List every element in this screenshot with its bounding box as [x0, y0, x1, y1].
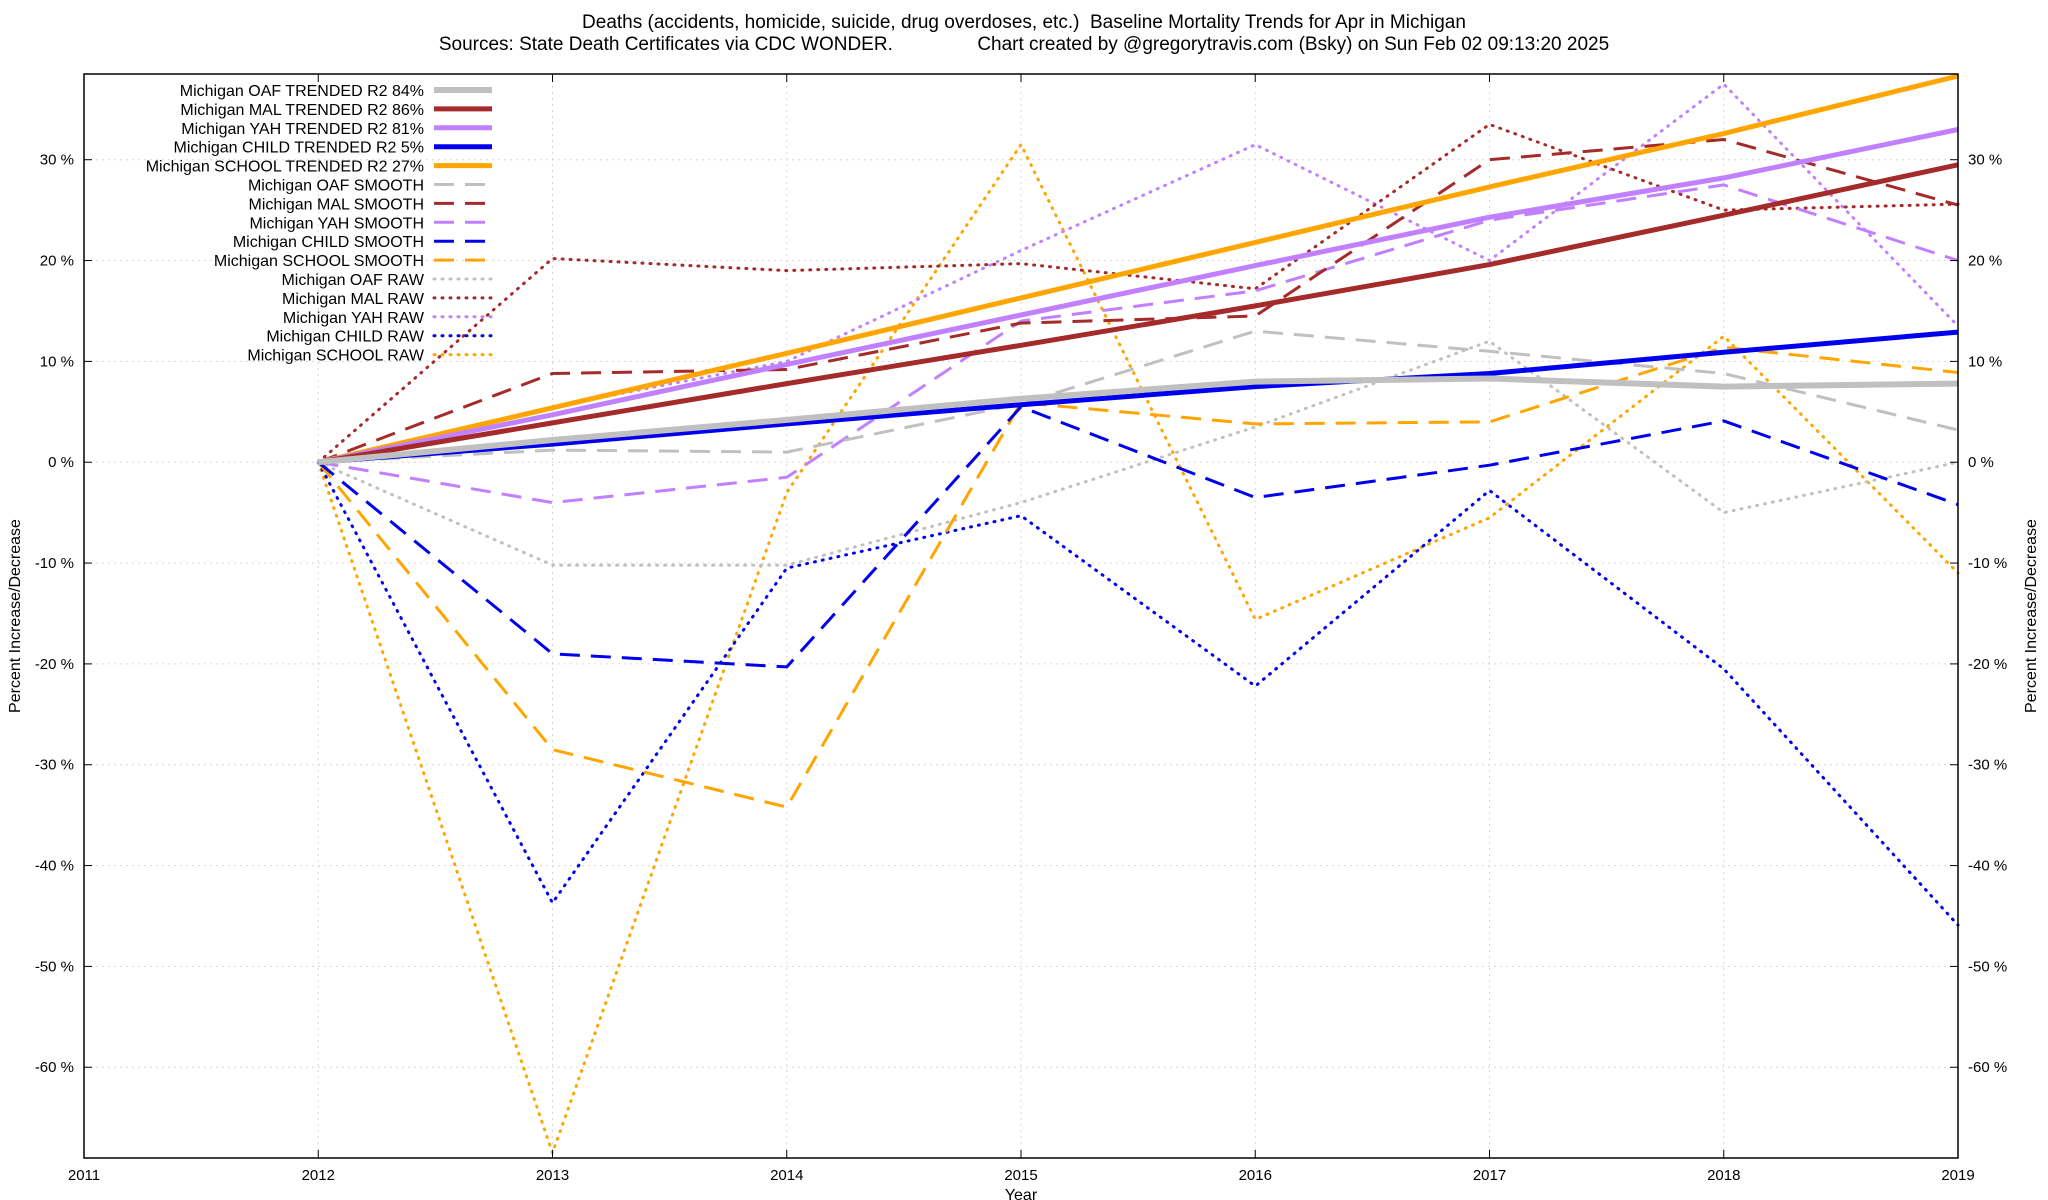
x-tick-label: 2019 — [1941, 1167, 1974, 1184]
series-line-4 — [317, 73, 1959, 465]
y2-axis-label: Percent Increase/Decrease — [2023, 519, 2040, 713]
legend-label: Michigan CHILD SMOOTH — [233, 234, 424, 251]
x-tick-label: 2016 — [1239, 1167, 1272, 1184]
series-line-0 — [318, 375, 1959, 466]
series-line-8 — [317, 405, 1959, 669]
series-line-2 — [317, 127, 1959, 465]
legend-label: Michigan SCHOOL SMOOTH — [214, 253, 424, 270]
y-tick-label: -10 % — [35, 555, 74, 572]
series-line-10 — [316, 339, 1960, 567]
legend-label: Michigan MAL RAW — [282, 291, 425, 308]
series-line-3 — [318, 329, 1959, 465]
y2-tick-label: -60 % — [1968, 1059, 2007, 1076]
chart-title: Deaths (accidents, homicide, suicide, dr… — [582, 12, 1466, 33]
y2-tick-label: -50 % — [1968, 958, 2007, 975]
legend-label: Michigan YAH RAW — [283, 310, 425, 327]
legend-label: Michigan SCHOOL RAW — [247, 348, 425, 365]
x-tick-label: 2014 — [770, 1167, 803, 1184]
legend-label: Michigan YAH TRENDED R2 81% — [181, 121, 424, 138]
y-tick-label: -50 % — [35, 958, 74, 975]
y2-tick-label: 20 % — [1968, 253, 2002, 270]
legend-label: Michigan OAF SMOOTH — [248, 178, 424, 195]
legend-label: Michigan YAH SMOOTH — [249, 215, 424, 232]
y2-tick-label: -20 % — [1968, 656, 2007, 673]
legend-label: Michigan MAL TRENDED R2 86% — [180, 102, 424, 119]
y-tick-label: -40 % — [35, 858, 74, 875]
y-tick-label: 20 % — [40, 253, 74, 270]
y-axis-label: Percent Increase/Decrease — [7, 519, 24, 713]
series-line-1 — [317, 162, 1959, 465]
legend-label: Michigan CHILD TRENDED R2 5% — [174, 140, 424, 157]
x-tick-label: 2013 — [536, 1167, 569, 1184]
legend-label: Michigan MAL SMOOTH — [249, 196, 424, 213]
legend-label: Michigan OAF TRENDED R2 84% — [180, 83, 424, 100]
x-axis-label: Year — [1005, 1187, 1038, 1200]
y2-tick-label: 30 % — [1968, 152, 2002, 169]
legend-label: Michigan OAF RAW — [281, 272, 424, 289]
y2-tick-label: -10 % — [1968, 555, 2007, 572]
series-line-14 — [316, 143, 1960, 1155]
y-tick-label: -30 % — [35, 757, 74, 774]
legend-label: Michigan CHILD RAW — [266, 329, 425, 346]
x-tick-label: 2015 — [1004, 1167, 1037, 1184]
y-tick-label: -20 % — [35, 656, 74, 673]
x-tick-label: 2017 — [1473, 1167, 1506, 1184]
grid — [83, 74, 1959, 1158]
x-tick-label: 2011 — [68, 1167, 100, 1184]
y-tick-label: 10 % — [40, 353, 74, 370]
series-line-11 — [316, 122, 1960, 464]
y2-tick-label: -40 % — [1968, 858, 2007, 875]
y2-tick-label: 10 % — [1968, 353, 2002, 370]
ticks: 2011 2012 2013 2014 2015 2016 2017 2018 2019 30 %… — [35, 74, 2007, 1184]
y-tick-label: 0 % — [48, 454, 74, 471]
y2-tick-label: 0 % — [1968, 454, 1994, 471]
y-tick-label: 30 % — [40, 152, 74, 169]
series-line-7 — [318, 183, 1959, 505]
y-tick-label: -60 % — [35, 1059, 74, 1076]
series-layer — [316, 73, 1960, 1155]
x-tick-label: 2018 — [1707, 1167, 1740, 1184]
legend: Michigan OAF TRENDED R2 84% Michigan MAL … — [146, 83, 494, 365]
series-line-9 — [317, 345, 1959, 809]
x-tick-label: 2012 — [302, 1167, 335, 1184]
chart-subtitle: Sources: State Death Certificates via CD… — [438, 34, 1610, 55]
y2-tick-label: -30 % — [1968, 757, 2007, 774]
series-line-13 — [316, 460, 1960, 927]
legend-label: Michigan SCHOOL TRENDED R2 27% — [146, 159, 424, 176]
